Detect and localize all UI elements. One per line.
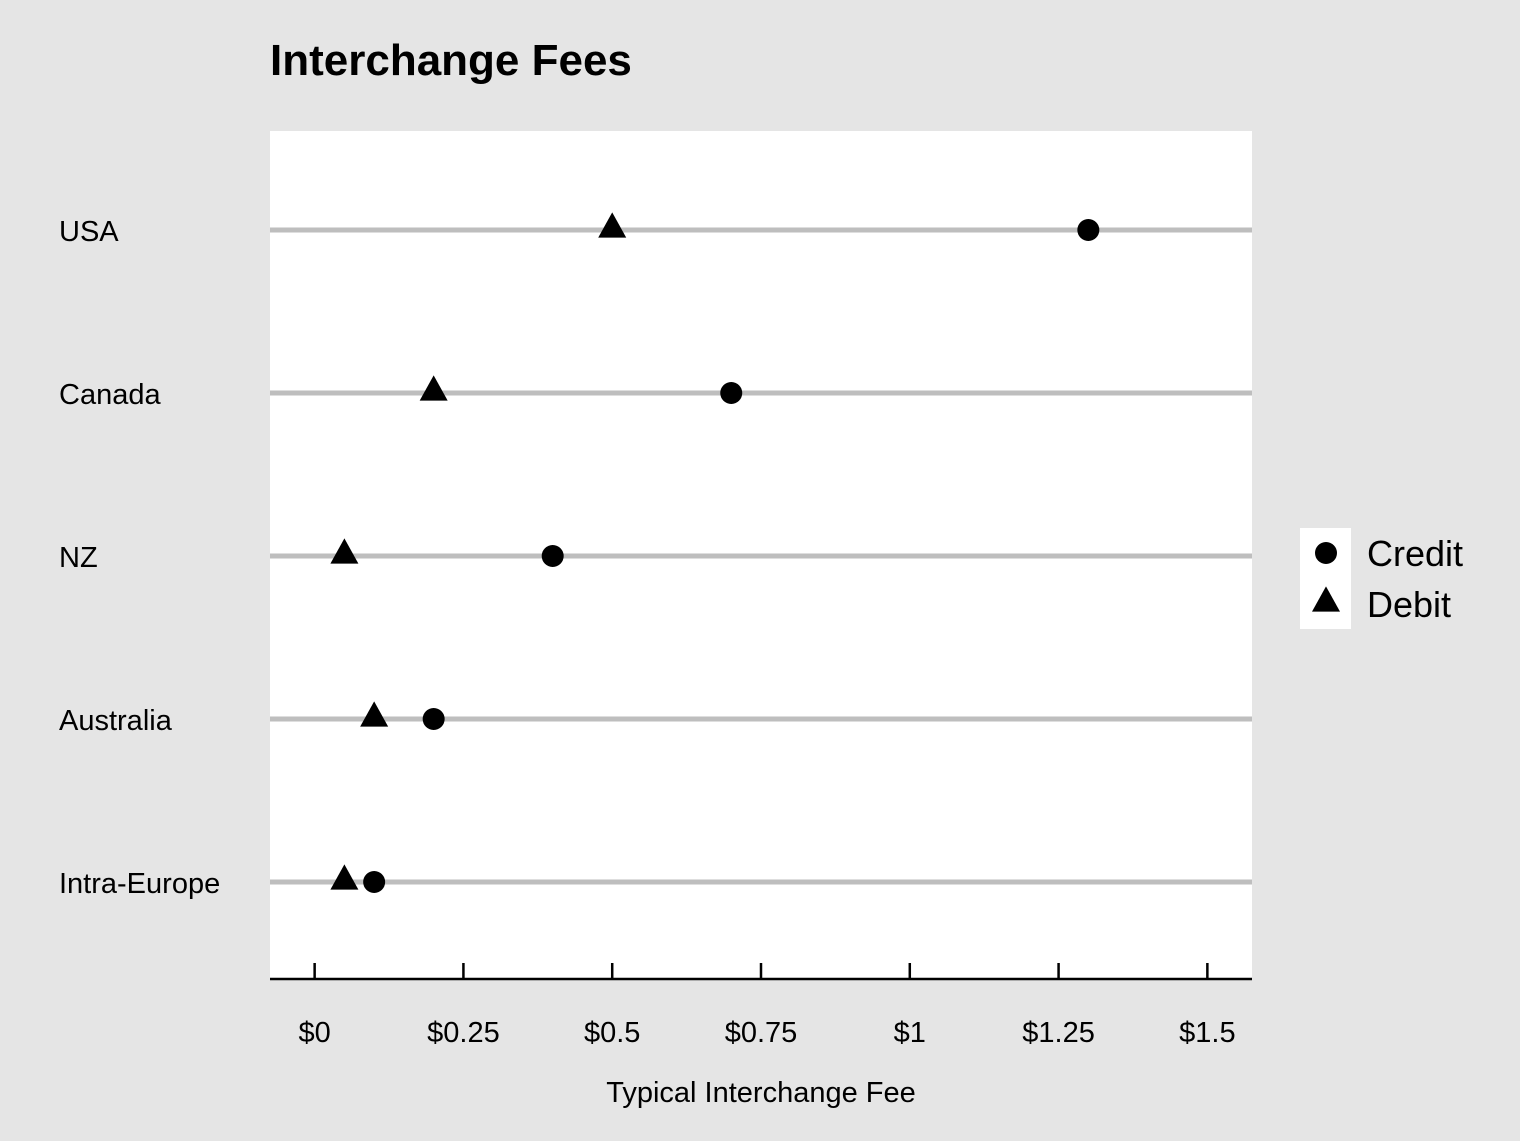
category-label: USA: [59, 216, 119, 248]
x-tick-label: $0: [299, 1017, 331, 1049]
debit-point: [598, 212, 627, 238]
category-label: Intra-Europe: [59, 868, 220, 900]
debit-point: [330, 864, 359, 890]
x-axis-title: Typical Interchange Fee: [606, 1077, 916, 1109]
legend: Credit Debit: [1300, 528, 1463, 629]
category-label: Canada: [59, 379, 161, 411]
debit-point: [360, 701, 389, 727]
category-label: NZ: [59, 542, 98, 574]
credit-point: [1077, 219, 1100, 241]
credit-point: [720, 382, 743, 404]
legend-credit-key: [1315, 542, 1337, 564]
legend-label-credit: Credit: [1367, 533, 1463, 574]
credit-point: [422, 708, 445, 730]
data-markers: [330, 212, 1100, 893]
x-tick-label: $0.25: [427, 1017, 500, 1049]
credit-point: [541, 545, 564, 567]
x-tick-label: $1: [894, 1017, 926, 1049]
credit-point: [363, 871, 386, 893]
x-tick-label: $0.5: [584, 1017, 640, 1049]
x-axis: $0 $0.25 $0.5 $0.75 $1 $1.25 $1.5: [270, 963, 1252, 1049]
debit-point: [330, 538, 359, 564]
x-tick-label: $1.25: [1022, 1017, 1095, 1049]
x-tick-label: $0.75: [725, 1017, 798, 1049]
category-label: Australia: [59, 705, 173, 737]
category-labels: USA Canada NZ Australia Intra-Europe: [59, 216, 220, 900]
debit-point: [419, 375, 448, 401]
x-tick-label: $1.5: [1179, 1017, 1235, 1049]
legend-debit-key: [1312, 586, 1340, 612]
legend-label-debit: Debit: [1367, 584, 1451, 625]
chart-title: Interchange Fees: [270, 36, 632, 85]
